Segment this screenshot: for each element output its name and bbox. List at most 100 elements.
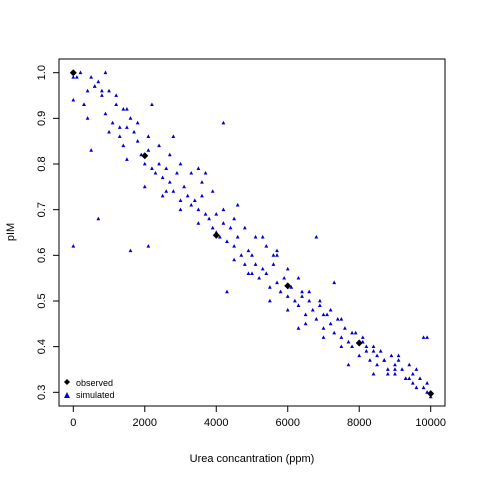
simulated-point	[282, 275, 287, 280]
legend-simulated-label: simulated	[76, 390, 115, 400]
simulated-point	[142, 161, 147, 166]
simulated-point	[321, 326, 326, 330]
simulated-point	[121, 143, 126, 148]
simulated-point	[107, 88, 111, 93]
simulated-point	[246, 271, 251, 275]
simulated-point	[221, 207, 226, 212]
simulated-point	[203, 212, 208, 216]
simulated-point	[414, 367, 419, 371]
simulated-point	[371, 371, 376, 376]
simulated-point	[346, 339, 351, 344]
simulated-point	[250, 271, 254, 275]
simulated-point	[117, 134, 122, 139]
simulated-point	[357, 353, 362, 358]
simulated-point	[89, 148, 94, 152]
simulated-point	[189, 170, 194, 175]
simulated-point	[200, 193, 204, 198]
y-axis-label: pIM	[5, 223, 17, 241]
simulated-point	[382, 358, 387, 362]
simulated-point	[207, 216, 212, 221]
simulated-point	[128, 248, 133, 253]
simulated-point	[167, 180, 172, 184]
simulated-point	[178, 161, 183, 166]
simulated-point	[393, 362, 397, 367]
simulated-point	[325, 312, 329, 317]
simulated-point	[360, 335, 365, 339]
simulated-point	[332, 330, 337, 335]
simulated-point	[300, 289, 304, 294]
simulated-point	[278, 289, 283, 294]
y-tick-label: 0.6	[36, 248, 48, 263]
simulated-point	[389, 353, 394, 358]
simulated-point	[303, 312, 308, 317]
simulated-point	[175, 170, 179, 175]
simulated-point	[235, 202, 240, 207]
simulated-point	[328, 307, 333, 312]
simulated-point	[418, 376, 422, 381]
simulated-point	[150, 166, 154, 170]
simulated-point	[339, 335, 344, 339]
simulated-point	[425, 380, 430, 385]
x-tick-label: 8000	[347, 417, 371, 429]
simulated-point	[110, 120, 115, 125]
simulated-point	[300, 294, 304, 298]
observed-point	[141, 152, 149, 160]
simulated-point	[78, 70, 83, 75]
simulated-point	[346, 362, 351, 367]
simulated-point	[264, 243, 269, 248]
simulated-point	[296, 303, 301, 307]
simulated-point	[225, 289, 229, 294]
simulated-point	[235, 234, 240, 239]
y-tick-label: 0.8	[36, 156, 48, 171]
simulated-point	[407, 376, 412, 381]
simulated-point	[114, 93, 119, 97]
simulated-point	[350, 330, 354, 335]
y-tick-label: 0.5	[36, 293, 48, 308]
simulated-point	[307, 298, 312, 303]
simulated-point	[314, 234, 319, 239]
simulated-point	[125, 157, 129, 161]
simulated-point	[221, 120, 226, 125]
simulated-point	[393, 367, 397, 371]
simulated-point	[96, 216, 101, 221]
simulated-point	[368, 358, 372, 362]
simulated-point	[296, 326, 301, 330]
simulated-point	[403, 376, 408, 381]
simulated-point	[85, 116, 90, 120]
simulated-point	[189, 202, 194, 207]
simulated-point	[82, 102, 86, 107]
simulated-point	[375, 362, 379, 367]
simulated-point	[314, 317, 319, 321]
simulated-point	[132, 129, 136, 134]
simulated-point	[332, 280, 337, 285]
simulated-point	[414, 385, 419, 390]
simulated-point	[307, 289, 312, 294]
simulated-point	[128, 116, 133, 120]
simulated-point	[260, 234, 265, 239]
observed-point	[355, 339, 363, 347]
simulated-point	[253, 262, 258, 266]
simulated-point	[407, 362, 412, 367]
simulated-point	[310, 307, 315, 312]
simulated-point	[267, 285, 272, 289]
simulated-point	[321, 312, 326, 317]
y-axis: 0.3 0.4 0.5 0.6 0.7 0.8 0.9 1.0	[36, 65, 59, 400]
simulated-point	[196, 166, 201, 170]
simulated-point	[393, 371, 397, 376]
simulated-point	[250, 253, 254, 257]
simulated-point	[71, 75, 76, 79]
simulated-point	[364, 349, 369, 353]
simulated-point	[232, 243, 237, 248]
simulated-point	[92, 84, 97, 88]
simulated-point	[350, 344, 354, 349]
simulated-point	[74, 75, 79, 79]
legend: observed simulated	[64, 378, 115, 400]
simulated-point	[178, 198, 183, 202]
simulated-point	[196, 207, 201, 212]
simulated-point	[125, 107, 129, 111]
simulated-point	[164, 189, 169, 193]
simulated-point	[182, 184, 186, 189]
simulated-point	[364, 344, 369, 349]
simulated-point	[146, 148, 151, 152]
